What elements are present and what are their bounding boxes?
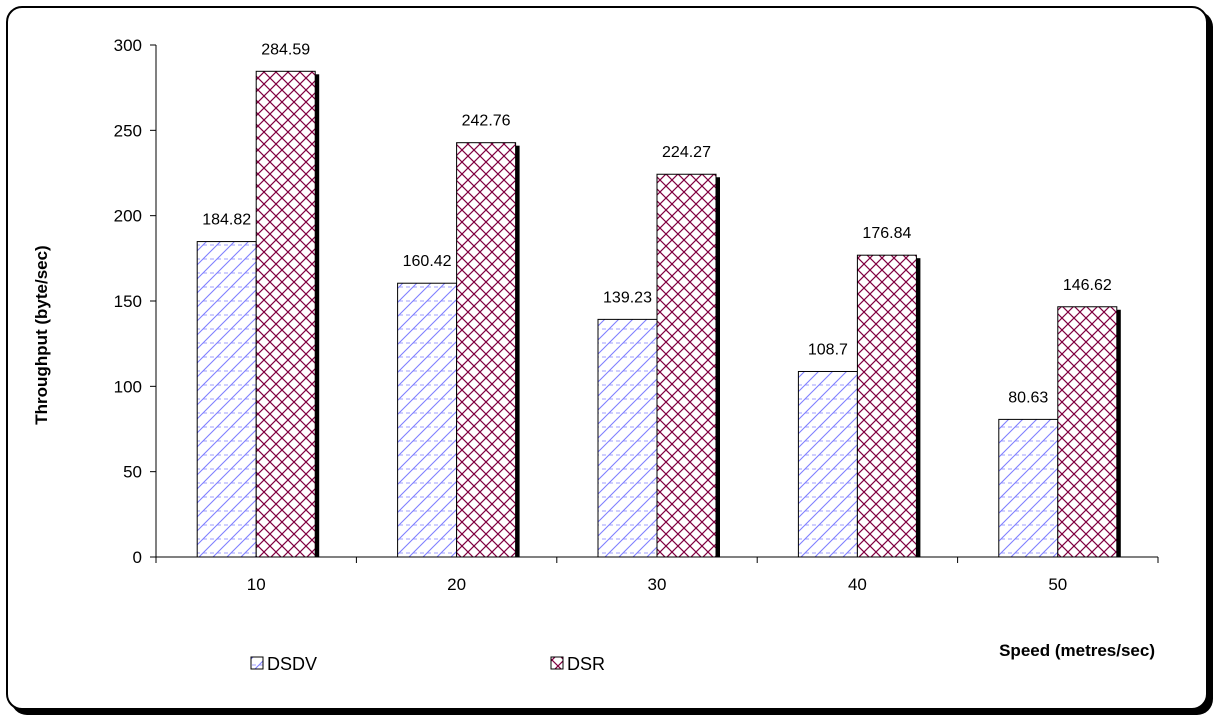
bar-shadow	[315, 74, 320, 557]
data-label-dsdv: 139.23	[603, 289, 652, 306]
y-axis-title: Throughput (byte/sec)	[32, 245, 51, 424]
legend: DSDV DSR	[250, 654, 605, 674]
x-tick-label: 40	[848, 575, 867, 594]
y-tick-label: 50	[123, 463, 142, 482]
y-tick-label: 100	[114, 377, 142, 396]
bar-dsr	[656, 173, 717, 558]
data-label-dsr: 242.76	[462, 113, 511, 130]
bar-dsdv	[196, 241, 257, 558]
legend-label-dsdv: DSDV	[267, 654, 317, 674]
bar-dsr	[856, 254, 917, 558]
bar-shadow	[1116, 309, 1121, 557]
legend-swatch-dsr	[550, 656, 564, 670]
bar-dsr	[456, 142, 517, 558]
data-label-dsr: 224.27	[662, 144, 711, 161]
legend-label-dsr: DSR	[567, 654, 605, 674]
x-tick-label: 30	[648, 575, 667, 594]
bar-dsdv	[397, 282, 458, 558]
x-axis-title: Speed (metres/sec)	[999, 641, 1155, 660]
x-tick-label: 50	[1048, 575, 1067, 594]
y-tick-label: 250	[114, 121, 142, 140]
data-label-dsdv: 80.63	[1008, 389, 1048, 406]
bar-dsdv	[998, 418, 1059, 558]
y-tick-label: 300	[114, 36, 142, 55]
data-label-dsr: 146.62	[1063, 277, 1112, 294]
x-tick-label: 20	[447, 575, 466, 594]
y-tick-label: 0	[133, 548, 142, 567]
bar-dsr	[255, 70, 316, 558]
bar-dsr	[1057, 306, 1118, 558]
data-label-dsdv: 184.82	[202, 212, 251, 229]
bar-dsdv	[797, 370, 858, 558]
bar-dsdv	[597, 318, 658, 558]
bar-shadow	[515, 145, 520, 557]
data-label-dsdv: 160.42	[403, 253, 452, 270]
data-label-dsdv: 108.7	[808, 341, 848, 358]
y-tick-label: 150	[114, 292, 142, 311]
x-tick-label: 10	[247, 575, 266, 594]
bar-shadow	[716, 177, 720, 558]
data-label-dsr: 176.84	[862, 225, 911, 242]
y-tick-label: 200	[114, 207, 142, 226]
legend-swatch-dsdv	[250, 656, 264, 670]
data-label-dsr: 284.59	[261, 41, 310, 58]
bar-shadow	[916, 258, 921, 557]
